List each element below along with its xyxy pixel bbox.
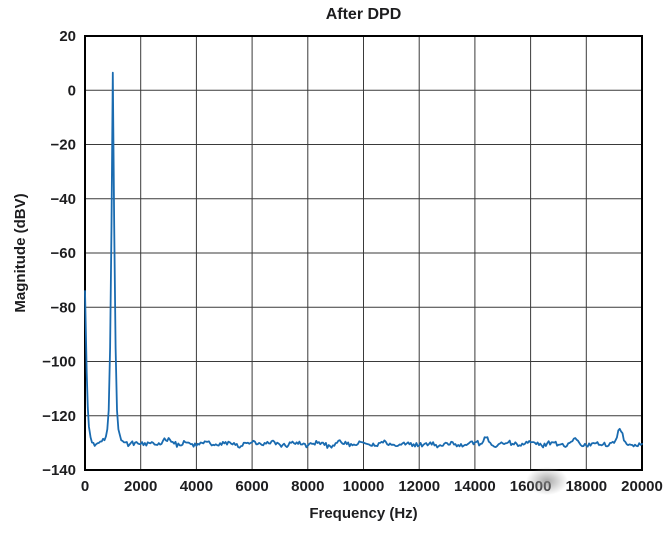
svg-text:8000: 8000 — [291, 478, 324, 495]
svg-text:16000: 16000 — [510, 478, 552, 495]
svg-text:20000: 20000 — [621, 478, 663, 495]
svg-text:0: 0 — [68, 82, 76, 99]
chart-title: After DPD — [325, 6, 402, 23]
svg-text:−40: −40 — [51, 191, 76, 208]
svg-text:12000: 12000 — [398, 478, 440, 495]
svg-text:14000: 14000 — [454, 478, 496, 495]
svg-text:−100: −100 — [42, 354, 76, 371]
svg-text:−140: −140 — [42, 462, 76, 479]
svg-text:−60: −60 — [51, 245, 76, 262]
svg-text:−120: −120 — [42, 408, 76, 425]
svg-text:6000: 6000 — [235, 478, 268, 495]
svg-text:−80: −80 — [51, 299, 76, 316]
svg-text:18000: 18000 — [565, 478, 607, 495]
svg-text:−20: −20 — [51, 137, 76, 154]
svg-text:20: 20 — [59, 28, 76, 45]
svg-text:0: 0 — [81, 478, 89, 495]
x-axis-label: Frequency (Hz) — [309, 505, 418, 522]
svg-text:10000: 10000 — [343, 478, 385, 495]
svg-text:4000: 4000 — [180, 478, 213, 495]
svg-text:2000: 2000 — [124, 478, 157, 495]
